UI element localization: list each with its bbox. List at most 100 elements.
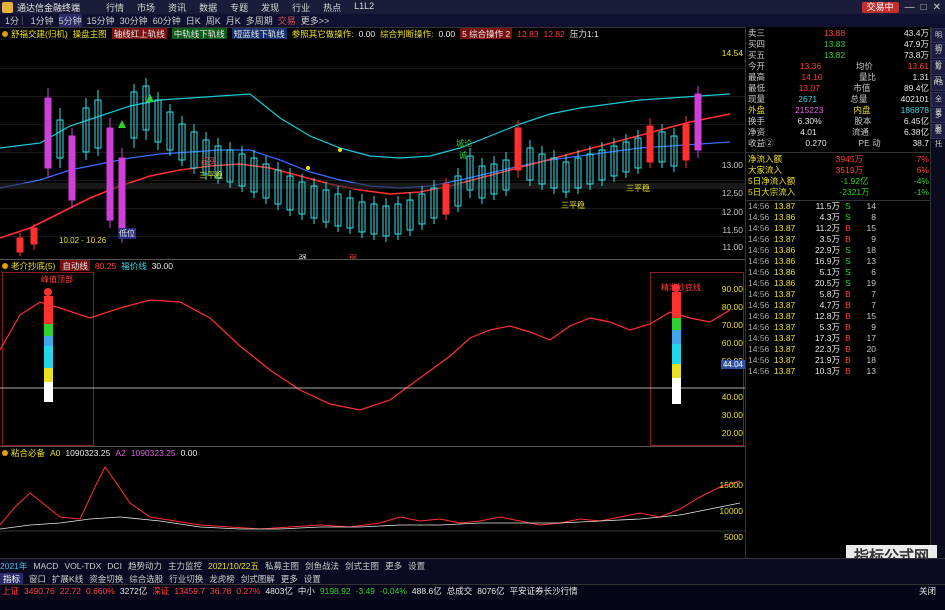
side-rail[interactable]: 明细 分价 筹码 RS 全景 多股 委托 [930, 27, 945, 558]
rail-button-panorama[interactable]: 全景 [931, 92, 945, 116]
tab-more-1[interactable]: 更多 [385, 560, 403, 571]
toolbar-item-9[interactable]: 多周期 [245, 16, 273, 26]
sub-chart-bottom-fishing[interactable]: 老介抄底(5) 自动线 80.25 福价线 30.00 峰值顶部 精准抄底线 [0, 259, 745, 454]
price-label-5: 11.00 [722, 242, 743, 252]
status-tail[interactable]: 关闭 [918, 586, 936, 596]
menu-item-4[interactable]: 专题 [230, 2, 249, 13]
close-icon[interactable]: ✕ [932, 1, 941, 13]
rail-button-chips[interactable]: 筹码 [931, 60, 945, 84]
status-index-change: 22.72 [59, 586, 82, 596]
bottom-tab-bar[interactable]: 2021年 MACD VOL-TDX DCI 趋势动力 主力监控 2021/10… [0, 558, 945, 585]
sub1-axis-0: 90.00 [721, 284, 743, 294]
menu-item-6[interactable]: 行业 [292, 2, 311, 13]
menu-item-0[interactable]: 行情 [106, 2, 125, 13]
menu-item-7[interactable]: 热点 [323, 2, 342, 13]
sub-chart-adhesion[interactable]: 粘合必备 A0 1090323.25 A2 1090323.25 0.00 15… [0, 446, 745, 559]
period-toolbar[interactable]: 1分 | 1分钟 5分钟 15分钟 30分钟 60分钟 日K 周K 月K 多周期… [0, 14, 945, 27]
bottom-tab-row-2[interactable]: 指标 窗口 扩展K线 资金切换 综合选股 行业切换 龙虎榜 剑式图解 更多 设置 [0, 572, 945, 585]
sub1-axis-3: 60.00 [721, 338, 743, 348]
status-bar[interactable]: 上证 3490.76 22.72 0.660% 3272亿 深证 13459.7… [0, 584, 945, 610]
tab-trend-power[interactable]: 趋势动力 [127, 560, 162, 571]
menu-item-2[interactable]: 资讯 [168, 2, 187, 13]
rail-button-order[interactable]: 委托 [931, 124, 945, 148]
tab-settings-2[interactable]: 设置 [303, 573, 321, 584]
minimize-icon[interactable]: — [904, 1, 915, 13]
annotation-flat-1: 三平稳 [199, 171, 223, 180]
toolbar-item-8[interactable]: 月K [225, 16, 241, 26]
tab-sword-main[interactable]: 剑式主图 [345, 560, 380, 571]
sub1-title[interactable]: 老介抄底(5) [11, 260, 56, 271]
tab-vol-tdx[interactable]: VOL-TDX [64, 560, 102, 571]
toolbar-item-4[interactable]: 30分钟 [119, 16, 148, 26]
toolbar-item-2[interactable]: 5分钟 [58, 14, 82, 27]
sub1-left-highlight-box [2, 272, 94, 446]
tick-volume: 16.9万 [814, 256, 840, 266]
tick-volume: 4.3万 [819, 212, 840, 222]
quote-value: 4.01 [800, 127, 817, 137]
tab-indicator[interactable]: 指标 [0, 572, 24, 585]
flow-value: -1.92亿 [840, 176, 869, 186]
tab-dci[interactable]: DCI [107, 560, 122, 571]
sub2-axis-0: 15000 [719, 480, 743, 490]
toolbar-item-1[interactable]: 1分钟 [30, 16, 54, 26]
tick-time: 14:56 [748, 201, 770, 211]
tick-price: 13.86 [774, 267, 796, 277]
status-index-name[interactable]: 上证 [2, 586, 20, 596]
candlestick-svg [0, 78, 745, 256]
status-mid-label[interactable]: 中小 [297, 586, 315, 596]
menu-item-3[interactable]: 数据 [199, 2, 218, 13]
status-mid-pct: -0.04% [379, 586, 407, 596]
main-menu[interactable]: 行情 市场 资讯 数据 专题 发现 行业 热点 L1L2 [106, 1, 374, 14]
menu-item-1[interactable]: 市场 [137, 2, 156, 13]
tab-settings-1[interactable]: 设置 [408, 560, 426, 571]
sub2-title[interactable]: 粘合必备 [11, 447, 46, 458]
toolbar-item-6[interactable]: 日K [185, 16, 201, 26]
tab-more-2[interactable]: 更多 [280, 573, 298, 584]
tab-expand-k[interactable]: 扩展K线 [52, 573, 84, 584]
toolbar-item-11[interactable]: 更多>> [300, 16, 330, 26]
quote-label: 今开 [748, 61, 766, 71]
tab-swordfish[interactable]: 剑鱼战法 [305, 560, 340, 571]
quote-label: 现量 [748, 94, 766, 104]
tab-industry-switch[interactable]: 行业切换 [169, 573, 204, 584]
quote-row: 最高 14.10 量比 1.31 [746, 72, 931, 83]
tab-comprehensive[interactable]: 综合选股 [129, 573, 164, 584]
quote-row: 现量 2671 总量 402101 [746, 94, 931, 105]
tick-count: 9 [871, 234, 876, 244]
menu-item-5[interactable]: 发现 [261, 2, 280, 13]
tab-main-monitor[interactable]: 主力监控 [167, 560, 202, 571]
tab-dragon-tiger[interactable]: 龙虎榜 [209, 573, 235, 584]
rail-button-multistock[interactable]: 多股 [931, 108, 945, 132]
toolbar-item-10[interactable]: 交易 [277, 16, 296, 26]
tick-list[interactable]: 14:56 13.87 11.5万 S 14 14:56 13.86 4.3万 S 8 14:5… [746, 200, 931, 377]
status-second-name[interactable]: 深证 [152, 586, 170, 596]
tick-time: 14:56 [748, 289, 770, 299]
toolbar-item-0[interactable]: 1分 [5, 16, 20, 26]
tab-macd[interactable]: MACD [33, 560, 59, 571]
tick-count: 20 [866, 344, 876, 354]
menu-item-8[interactable]: L1L2 [354, 0, 375, 11]
rail-button-rs[interactable]: RS [931, 76, 945, 91]
toolbar-item-5[interactable]: 60分钟 [152, 16, 181, 26]
tick-price: 13.87 [774, 223, 796, 233]
trade-button[interactable]: 交易中 [861, 1, 899, 13]
tab-capital-switch[interactable]: 资金切换 [89, 573, 124, 584]
bottom-tab-row-1[interactable]: 2021年 MACD VOL-TDX DCI 趋势动力 主力监控 2021/10… [0, 559, 945, 572]
tab-private-main[interactable]: 私募主图 [265, 560, 300, 571]
quote-value: 13.07 [798, 83, 820, 93]
tick-volume: 20.5万 [814, 278, 840, 288]
rail-button-price[interactable]: 分价 [931, 44, 945, 68]
indicator-name[interactable]: 操盘主图 [72, 28, 107, 39]
quote-row: 净资 4.01 流通 6.38亿 [746, 127, 931, 138]
tick-price: 13.86 [774, 245, 796, 255]
tab-sword-explain[interactable]: 剑式图解 [240, 573, 275, 584]
tick-row: 14:56 13.87 17.3万 B 17 [746, 333, 931, 344]
maximize-icon[interactable]: □ [920, 1, 927, 13]
toolbar-item-7[interactable]: 周K [205, 16, 221, 26]
quote-panel[interactable]: 卖三 13.88 43.4万 买四 13.83 47.9万 买五 13.82 7… [745, 27, 931, 558]
toolbar-item-3[interactable]: 15分钟 [86, 16, 115, 26]
tab-window[interactable]: 窗口 [29, 573, 47, 584]
rail-button-detail[interactable]: 明细 [931, 28, 945, 52]
price-label-2: 12.50 [721, 188, 743, 198]
main-candlestick-chart[interactable]: 舒福交建(归机) 操盘主图 轴线红上轨线 中轨线下轨线 短蓝线下轨线 参照其它做… [0, 27, 745, 279]
